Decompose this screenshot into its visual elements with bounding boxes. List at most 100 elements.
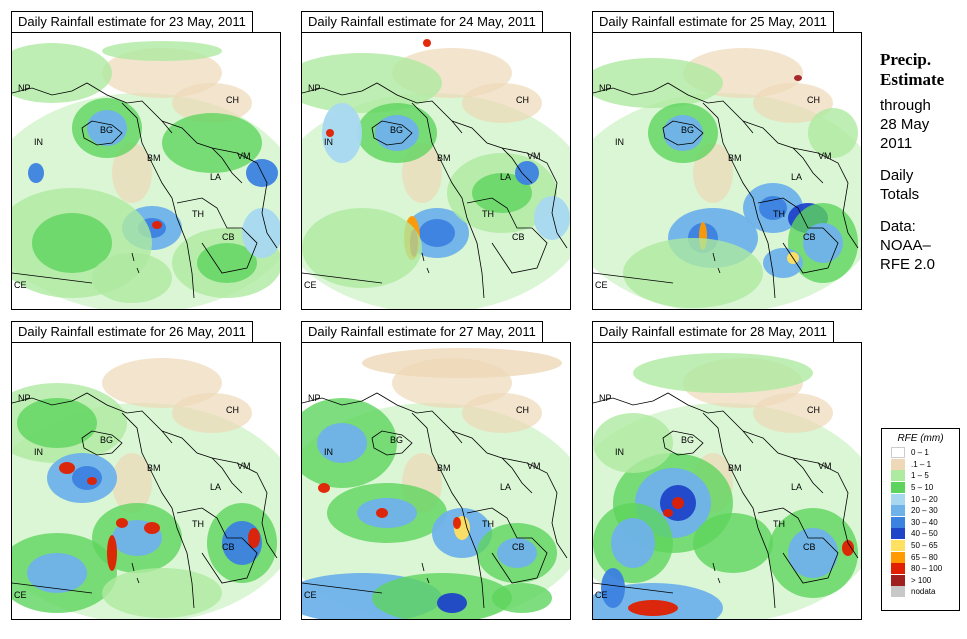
country-border [176, 507, 258, 584]
rain-area [102, 48, 222, 98]
legend-item: 0 – 1 [882, 447, 959, 459]
country-border [81, 120, 123, 146]
rain-area [794, 75, 802, 81]
rainfall-map: NP CH IN BG BM VM LA TH CB CE [563, 343, 883, 633]
country-border [11, 82, 173, 134]
rain-area [72, 466, 102, 490]
panel-title: Daily Rainfall estimate for 25 May, 2011 [592, 11, 834, 33]
rain-area [497, 538, 537, 568]
legend-label: 40 – 50 [911, 529, 938, 539]
rain-area [172, 83, 252, 123]
legend-item: 40 – 50 [882, 528, 959, 540]
legend-swatch [891, 470, 905, 482]
country-label: TH [773, 519, 785, 529]
rainfall-map: NP CH IN BG BM VM LA TH CB CE [563, 33, 883, 313]
country-border [301, 82, 463, 134]
legend-title: RFE (mm) [897, 433, 944, 444]
map-panel-26-may: Daily Rainfall estimate for 26 May, 2011… [0, 321, 302, 623]
country-label: CB [222, 232, 235, 242]
country-border [592, 82, 754, 134]
country-label: TH [192, 519, 204, 529]
rainfall-map: NP CH IN BG BM VM LA TH CB CE [0, 343, 302, 623]
legend-swatch [891, 574, 905, 586]
legend-item: 30 – 40 [882, 516, 959, 529]
rain-area [492, 583, 552, 613]
country-border [592, 392, 754, 444]
rain-area [672, 497, 684, 509]
country-label: LA [210, 482, 221, 492]
country-border [466, 507, 548, 584]
legend-label: 80 – 100 [911, 564, 943, 574]
country-border [176, 197, 258, 274]
legend-label: 65 – 80 [911, 552, 938, 562]
country-border [757, 507, 839, 584]
country-border [371, 430, 413, 456]
legend-swatch [891, 540, 905, 552]
legend-item: 10 – 20 [882, 493, 959, 505]
rain-area [803, 223, 843, 263]
legend-item: .1 – 1 [882, 458, 959, 471]
country-label: NP [308, 393, 321, 403]
rain-area [759, 196, 787, 220]
rain-area [87, 110, 127, 146]
country-border [757, 197, 839, 274]
country-border [301, 582, 383, 594]
rain-area [623, 238, 763, 308]
country-label: NP [18, 393, 31, 403]
rain-area [102, 358, 222, 408]
country-border [792, 147, 859, 249]
rain-area [162, 113, 262, 173]
heading-line-2: Estimate [880, 70, 945, 89]
country-label: VM [527, 151, 541, 161]
rain-area [515, 161, 539, 185]
rain-area [302, 208, 422, 288]
country-label: CE [304, 590, 317, 600]
rain-area [693, 513, 773, 573]
map-canvas: NP CH IN BG BM VM LA TH CB CE [563, 33, 883, 313]
legend-swatch [891, 516, 905, 528]
country-border [81, 430, 123, 456]
country-label: CB [222, 542, 235, 552]
legend-label: 30 – 40 [911, 517, 938, 527]
date-line-1: 28 May [880, 116, 930, 133]
rain-area [59, 462, 75, 474]
country-border [211, 147, 278, 249]
country-border [702, 102, 776, 299]
country-label: NP [308, 83, 321, 93]
rain-area [317, 423, 367, 463]
country-label: CE [14, 590, 27, 600]
country-label: VM [237, 461, 251, 471]
country-border [501, 147, 568, 249]
country-label: CH [807, 95, 820, 105]
map-canvas: NP CH IN BG BM VM LA TH CB CE [272, 343, 592, 623]
data-line-2: NOAA– [880, 237, 931, 254]
map-panel-27-may: Daily Rainfall estimate for 27 May, 2011… [272, 321, 592, 623]
country-label: BM [728, 153, 742, 163]
rain-area [28, 163, 44, 183]
panel-title: Daily Rainfall estimate for 27 May, 2011 [301, 321, 543, 343]
rain-area [112, 453, 152, 513]
country-label: TH [773, 209, 785, 219]
rain-area [362, 348, 562, 378]
country-label: VM [237, 151, 251, 161]
legend-label: 20 – 30 [911, 506, 938, 516]
rain-area [534, 196, 570, 240]
country-label: VM [818, 151, 832, 161]
legend-item: 20 – 30 [882, 505, 959, 517]
country-border [121, 102, 195, 299]
rain-area [593, 413, 673, 473]
country-label: BM [437, 153, 451, 163]
legend-label: > 100 [911, 575, 932, 585]
country-border [712, 562, 721, 584]
country-label: IN [34, 137, 43, 147]
rain-area [318, 483, 330, 493]
rain-area [144, 522, 160, 534]
panel-title: Daily Rainfall estimate for 26 May, 2011 [11, 321, 253, 343]
legend-swatch [891, 586, 905, 598]
rain-area [152, 221, 162, 229]
country-label: BG [681, 435, 694, 445]
country-label: BM [147, 153, 161, 163]
country-label: LA [210, 172, 221, 182]
rain-area [437, 593, 467, 613]
rain-area [788, 528, 838, 578]
